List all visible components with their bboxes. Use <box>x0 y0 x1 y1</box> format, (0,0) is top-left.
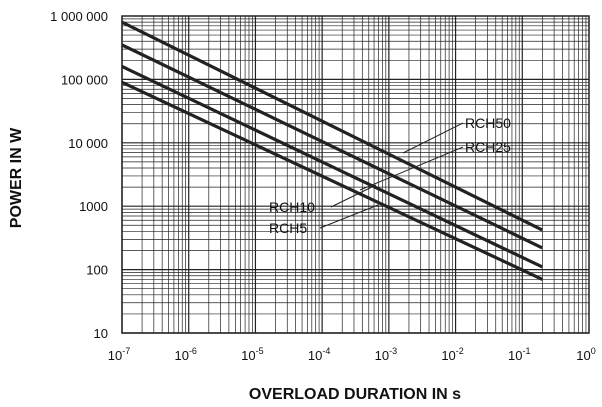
rch10-label: RCH10 <box>269 199 315 215</box>
y-tick-label: 100 000 <box>61 72 108 87</box>
curve-annotations: RCH50 RCH25 RCH10 RCH5 <box>269 115 511 236</box>
y-tick-label: 10 000 <box>68 136 108 151</box>
y-tick-label: 1000 <box>79 199 108 214</box>
x-tick-label: 10-6 <box>174 346 196 363</box>
x-tick-labels: 10-7 10-6 10-5 10-4 10-3 10-2 10-1 100 <box>108 346 596 363</box>
x-tick-label: 100 <box>576 346 595 363</box>
x-tick-label: 10-1 <box>508 346 530 363</box>
rch25-label: RCH25 <box>465 139 511 155</box>
x-tick-label: 10-5 <box>241 346 263 363</box>
x-tick-label: 10-3 <box>375 346 397 363</box>
series-line-rch50 <box>121 20 544 232</box>
x-tick-label: 10-2 <box>441 346 463 363</box>
y-axis-title: POWER IN W <box>8 127 25 228</box>
series-line-rch25 <box>121 43 544 250</box>
rch10-leader <box>330 184 377 208</box>
x-axis-title: OVERLOAD DURATION IN s <box>249 386 461 403</box>
rch5-label: RCH5 <box>269 220 307 236</box>
grid <box>121 16 589 334</box>
plot-frame <box>121 15 590 334</box>
series-line-rch10 <box>121 65 544 269</box>
x-tick-label: 10-7 <box>108 346 130 363</box>
y-tick-labels: 10 100 1000 10 000 100 000 1 000 000 <box>50 9 108 341</box>
x-tick-label: 10-4 <box>308 346 330 363</box>
rch5-leader <box>319 204 379 229</box>
y-tick-label: 1 000 000 <box>50 9 108 24</box>
series-lines <box>121 20 544 281</box>
rch50-label: RCH50 <box>465 115 511 131</box>
series-line-rch5 <box>121 80 544 281</box>
y-tick-label: 100 <box>86 263 108 278</box>
rch50-leader <box>402 122 464 154</box>
rch25-leader <box>359 146 464 191</box>
y-tick-label: 10 <box>94 326 108 341</box>
